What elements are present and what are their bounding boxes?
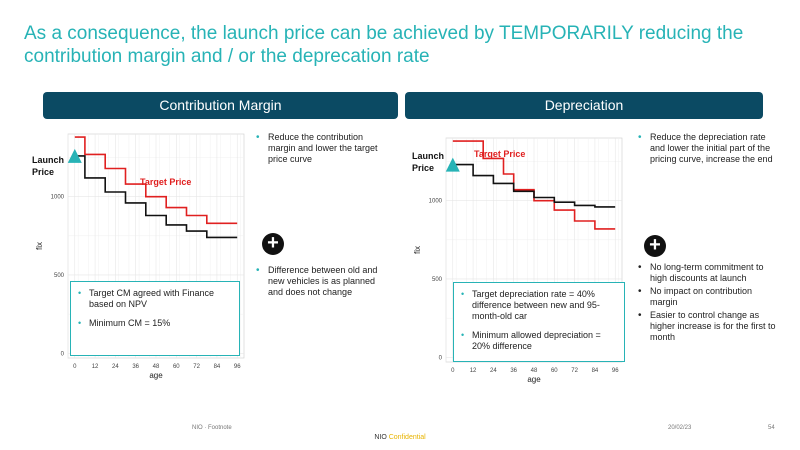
footnote: NIO · Footnote — [192, 425, 232, 431]
dep-callout-item: Target depreciation rate = 40% differenc… — [458, 289, 620, 322]
series-line — [74, 155, 238, 239]
dep-bottom-bullets: No long-term commitment to high discount… — [636, 262, 776, 351]
footer-date: 20/02/23 — [668, 425, 692, 431]
contribution-margin-header: Contribution Margin — [43, 92, 398, 119]
y-tick-label: 1000 — [51, 195, 65, 201]
confidential-text: Confidential — [388, 434, 426, 441]
depreciation-header: Depreciation — [405, 92, 763, 119]
dep-top-bullets: Reduce the depreciation rate and lower t… — [636, 132, 776, 173]
x-tick-label: 84 — [592, 368, 599, 374]
x-tick-label: 96 — [234, 364, 241, 370]
x-tick-label: 60 — [551, 368, 558, 374]
dep-callout-item: Minimum allowed depreciation = 20% diffe… — [458, 330, 620, 352]
x-tick-label: 60 — [173, 364, 180, 370]
dep-target-price-label: Target Price — [474, 149, 526, 159]
cm-bullet: Difference between old and new vehicles … — [254, 265, 389, 298]
cm-bottom-bullets: Difference between old and new vehicles … — [254, 265, 389, 306]
x-tick-label: 72 — [571, 368, 578, 374]
x-axis-label: age — [527, 375, 541, 384]
cm-target-price-label: Target Price — [140, 177, 192, 187]
x-tick-label: 12 — [92, 364, 99, 370]
dep-callout-box: Target depreciation rate = 40% differenc… — [453, 282, 625, 362]
dep-bullet: Easier to control change as higher incre… — [636, 310, 776, 343]
y-tick-label: 500 — [54, 273, 65, 279]
x-tick-label: 48 — [153, 364, 160, 370]
x-axis-label: age — [149, 371, 163, 380]
confidential-label: NIO Confidential — [0, 434, 800, 441]
series-line — [452, 163, 616, 208]
plus-icon: + — [262, 233, 284, 255]
series-line — [74, 136, 238, 225]
x-tick-label: 0 — [73, 364, 77, 370]
y-tick-label: 0 — [439, 355, 443, 361]
x-tick-label: 36 — [510, 368, 517, 374]
y-tick-label: 0 — [61, 351, 65, 357]
x-tick-label: 24 — [112, 364, 119, 370]
plus-icon: + — [644, 235, 666, 257]
x-tick-label: 36 — [132, 364, 139, 370]
x-tick-label: 24 — [490, 368, 497, 374]
x-tick-label: 72 — [193, 364, 200, 370]
y-tick-label: 500 — [432, 277, 443, 283]
y-axis-label: fix — [413, 246, 422, 254]
page-number: 54 — [768, 425, 775, 431]
brand-name: NIO — [374, 434, 387, 441]
dep-bullet: Reduce the depreciation rate and lower t… — [636, 132, 776, 165]
cm-bullet: Reduce the contribution margin and lower… — [254, 132, 384, 165]
cm-launch-price-label: Launch Price — [32, 155, 65, 177]
slide-title: As a consequence, the launch price can b… — [24, 23, 744, 67]
cm-callout-item: Minimum CM = 15% — [75, 318, 235, 329]
y-tick-label: 1000 — [429, 199, 443, 205]
x-tick-label: 0 — [451, 368, 455, 374]
x-tick-label: 96 — [612, 368, 619, 374]
cm-callout-item: Target CM agreed with Finance based on N… — [75, 288, 235, 310]
x-tick-label: 84 — [214, 364, 221, 370]
dep-bullet: No impact on contribution margin — [636, 286, 776, 308]
launch-marker-icon — [445, 157, 460, 172]
x-tick-label: 48 — [531, 368, 538, 374]
cm-top-bullets: Reduce the contribution margin and lower… — [254, 132, 384, 173]
y-axis-label: fix — [35, 242, 44, 250]
dep-bullet: No long-term commitment to high discount… — [636, 262, 776, 284]
cm-callout-box: Target CM agreed with Finance based on N… — [70, 281, 240, 356]
launch-marker-icon — [67, 148, 82, 163]
x-tick-label: 12 — [470, 368, 477, 374]
dep-launch-price-label: Launch Price — [412, 151, 445, 173]
